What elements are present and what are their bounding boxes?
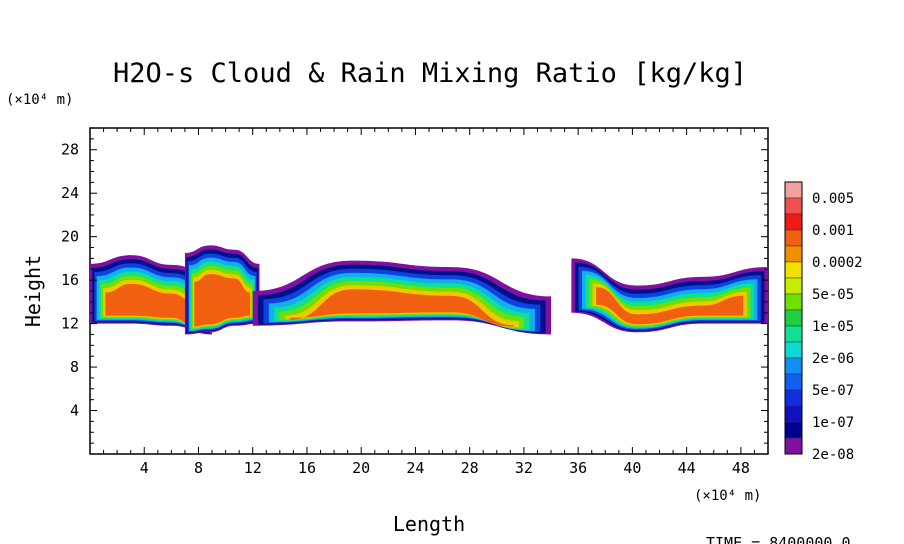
colorbar-swatch	[784, 245, 803, 263]
x-axis-label: Length	[393, 512, 465, 536]
y-tick-label: 4	[70, 402, 79, 420]
x-tick-label: 16	[298, 459, 316, 477]
colorbar-swatch	[784, 293, 803, 311]
colorbar-label: 0.001	[812, 223, 854, 239]
y-axis: 4 8 12 16 20 24 28	[61, 138, 768, 444]
colorbar-swatch	[784, 389, 803, 407]
colorbar-swatch	[784, 213, 803, 231]
colorbar-label: 2e-06	[812, 351, 854, 367]
colorbar-label: 5e-05	[812, 287, 854, 303]
colorbar-label: 1e-07	[812, 415, 854, 431]
colorbar-label: 5e-07	[812, 383, 854, 399]
colorbar-swatch	[784, 373, 803, 391]
x-unit-label: (×10⁴ m)	[694, 488, 761, 504]
colorbar-swatch	[784, 341, 803, 359]
chart-title: H2O-s Cloud & Rain Mixing Ratio [kg/kg]	[113, 58, 747, 89]
y-tick-label: 8	[70, 358, 79, 376]
cloud-field	[90, 245, 768, 335]
x-tick-label: 8	[194, 459, 203, 477]
x-tick-label: 44	[678, 459, 696, 477]
y-tick-label: 28	[61, 141, 79, 159]
colorbar: 0.005 0.001 0.0002 5e-05 1e-05 2e-06 5e-07 1e-0…	[784, 181, 863, 463]
cloud-contour	[194, 274, 251, 327]
colorbar-frame	[784, 181, 803, 455]
colorbar-swatch	[784, 357, 803, 375]
x-tick-label: 32	[515, 459, 533, 477]
colorbar-label: 2e-08	[812, 447, 854, 463]
colorbar-label: 0.0002	[812, 255, 863, 271]
colorbar-swatch	[784, 421, 803, 439]
colorbar-swatch	[784, 437, 803, 455]
colorbar-swatch	[784, 197, 803, 215]
cloud-contour	[105, 283, 197, 327]
x-tick-label: 48	[732, 459, 750, 477]
colorbar-swatch	[784, 405, 803, 423]
x-tick-label: 36	[569, 459, 587, 477]
x-tick-label: 24	[406, 459, 424, 477]
colorbar-swatch	[784, 309, 803, 327]
x-tick-label: 40	[623, 459, 641, 477]
x-tick-label: 28	[461, 459, 479, 477]
colorbar-label: 1e-05	[812, 319, 854, 335]
y-tick-label: 16	[61, 271, 79, 289]
time-footer: TIME = 8400000.0	[706, 534, 851, 544]
cloud-contour	[290, 289, 514, 327]
x-tick-label: 4	[140, 459, 149, 477]
y-unit-label: (×10⁴ m)	[6, 92, 73, 108]
y-tick-label: 24	[61, 184, 79, 202]
colorbar-label: 0.005	[812, 191, 854, 207]
x-tick-label: 20	[352, 459, 370, 477]
colorbar-swatch	[784, 229, 803, 247]
colorbar-swatch	[784, 261, 803, 279]
colorbar-swatch	[784, 277, 803, 295]
x-tick-label: 12	[244, 459, 262, 477]
colorbar-swatch	[784, 325, 803, 343]
y-axis-label: Height	[21, 255, 45, 327]
cloud-contour	[596, 287, 744, 325]
y-tick-label: 12	[61, 315, 79, 333]
colorbar-swatch	[784, 181, 803, 199]
y-tick-label: 20	[61, 228, 79, 246]
x-axis: 4 8 12 16 20 24 28 32 36 40 44 48	[103, 128, 755, 477]
